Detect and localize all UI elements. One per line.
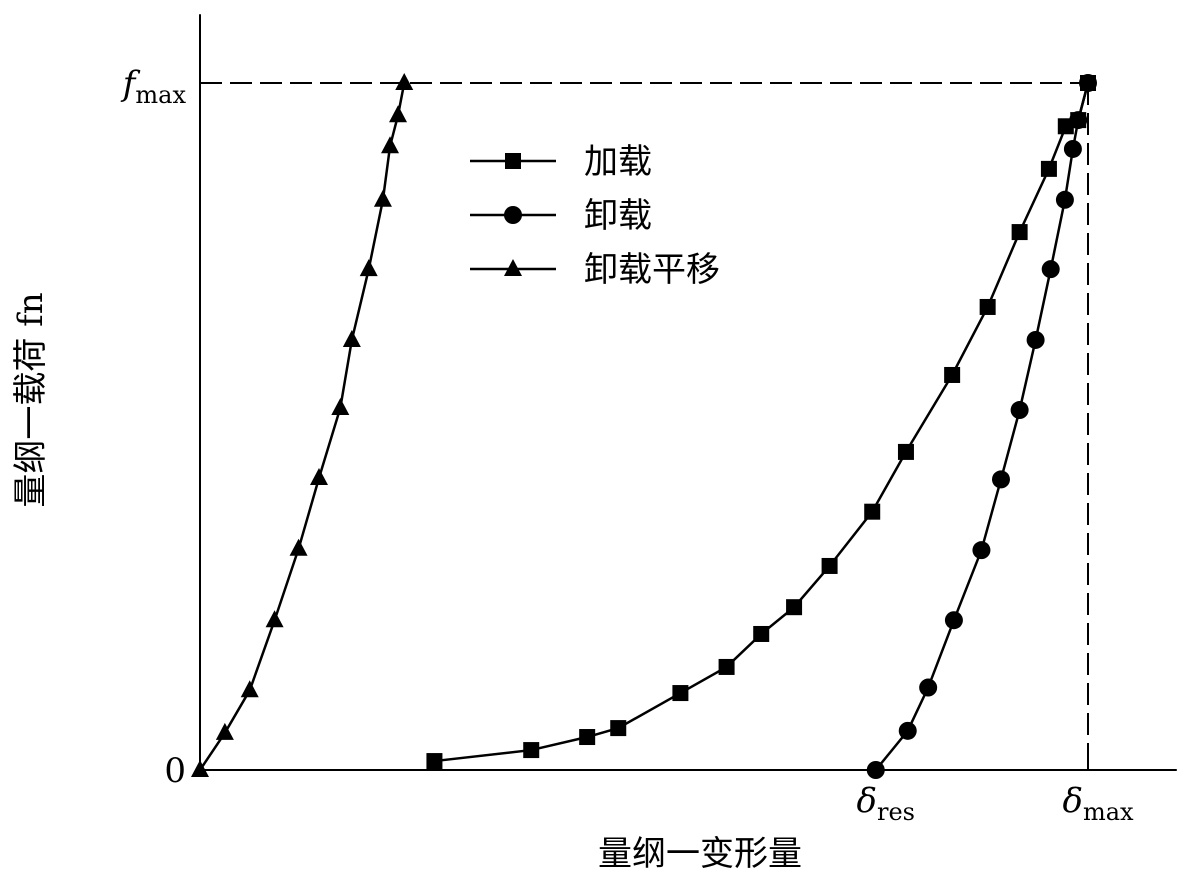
- marker-circle: [944, 611, 963, 630]
- y-axis-label: 量纲一载荷 fn: [11, 292, 51, 507]
- y-tick-label: 0: [164, 751, 186, 791]
- marker-circle: [866, 761, 885, 779]
- marker-square: [1040, 160, 1057, 177]
- marker-square: [579, 729, 596, 746]
- marker-square: [897, 443, 914, 460]
- x-tick-label: δres: [857, 781, 915, 826]
- series-line: [874, 82, 1090, 771]
- marker-square: [610, 720, 627, 737]
- marker-triangle: [289, 538, 308, 556]
- marker-circle: [1010, 401, 1029, 420]
- marker-circle: [1079, 74, 1097, 92]
- marker-triangle: [373, 189, 392, 207]
- marker-circle: [1026, 330, 1045, 349]
- marker-triangle: [265, 610, 284, 628]
- marker-circle: [991, 470, 1010, 489]
- marker-circle: [504, 206, 522, 224]
- marker-square: [864, 503, 881, 520]
- marker-triangle: [389, 105, 408, 123]
- marker-square: [523, 742, 540, 759]
- marker-square: [426, 753, 443, 770]
- marker-square: [505, 153, 521, 169]
- marker-square: [944, 366, 961, 383]
- marker-triangle: [342, 329, 361, 347]
- marker-circle: [1063, 139, 1082, 158]
- marker-square: [718, 658, 735, 675]
- marker-triangle: [215, 722, 234, 740]
- marker-square: [821, 557, 838, 574]
- x-axis-label: 量纲一变形量: [598, 834, 802, 874]
- marker-square: [1011, 224, 1028, 241]
- x-tick-label: δmax: [1062, 781, 1134, 826]
- marker-triangle: [381, 136, 400, 154]
- marker-triangle: [331, 397, 350, 415]
- marker-square: [753, 625, 770, 642]
- marker-circle: [1069, 111, 1088, 130]
- series-line: [198, 82, 406, 771]
- legend-label: 加载: [584, 142, 652, 182]
- y-tick-label: fmax: [120, 64, 187, 109]
- marker-square: [979, 298, 996, 315]
- marker-triangle: [191, 760, 209, 777]
- marker-triangle: [240, 680, 259, 698]
- legend-label: 卸载: [584, 196, 652, 236]
- marker-square: [672, 685, 689, 702]
- series-line: [434, 82, 1090, 763]
- marker-triangle: [359, 259, 378, 277]
- marker-circle: [919, 678, 938, 697]
- marker-square: [786, 599, 803, 616]
- marker-triangle: [395, 73, 414, 90]
- marker-circle: [1055, 190, 1074, 209]
- marker-triangle: [504, 259, 522, 276]
- marker-circle: [972, 541, 991, 560]
- marker-circle: [898, 721, 917, 740]
- legend-label: 卸载平移: [584, 250, 720, 290]
- marker-triangle: [309, 468, 328, 486]
- marker-circle: [1041, 260, 1060, 279]
